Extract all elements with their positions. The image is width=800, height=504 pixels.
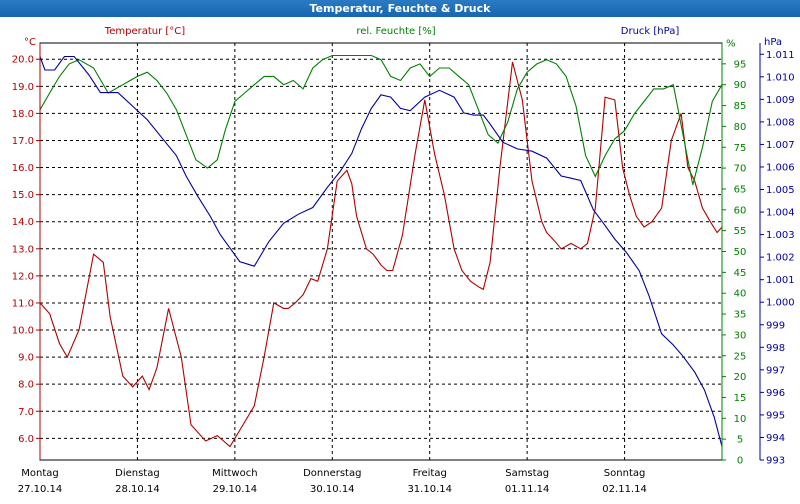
tick-label-humidity: 45	[734, 268, 747, 279]
tick-label-pressure: 1.007	[766, 140, 795, 151]
tick-label-humidity: 50	[734, 247, 747, 258]
x-tick-date: 30.10.14	[310, 484, 355, 495]
tick-label-humidity: 25	[734, 351, 747, 362]
tick-label-humidity: 90	[734, 80, 747, 91]
tick-label-pressure: 997	[766, 365, 785, 376]
tick-label-humidity: 75	[734, 143, 747, 154]
x-tick-date: 28.10.14	[115, 484, 160, 495]
tick-label-temperature: 16.0	[12, 163, 34, 174]
tick-label-humidity: 95	[734, 59, 747, 70]
tick-label-pressure: 1.001	[766, 275, 795, 286]
plot-area	[39, 42, 723, 461]
tick-label-pressure: 1.010	[766, 72, 795, 83]
tick-label-humidity: 35	[734, 310, 747, 321]
tick-label-pressure: 1.009	[766, 95, 795, 106]
series-layer	[39, 54, 723, 448]
tick-label-temperature: 7.0	[18, 407, 34, 418]
tick-label-pressure: 1.004	[766, 208, 795, 219]
legend-temp: Temperatur [°C]	[104, 26, 185, 37]
tick-label-pressure: 993	[766, 456, 785, 467]
x-tick-date: 01.11.14	[505, 484, 550, 495]
x-tick-date: 02.11.14	[602, 484, 647, 495]
tick-label-temperature: 19.0	[12, 82, 34, 93]
tick-label-humidity: 65	[734, 184, 747, 195]
tick-label-pressure: 996	[766, 388, 785, 399]
window-title: Temperatur, Feuchte & Druck	[0, 0, 800, 17]
x-tick-date: 31.10.14	[407, 484, 452, 495]
tick-label-temperature: 12.0	[12, 271, 34, 282]
x-tick-date: 27.10.14	[18, 484, 63, 495]
x-tick-day: Dienstag	[115, 468, 160, 479]
series-line-press	[39, 55, 723, 447]
tick-label-temperature: 20.0	[12, 55, 34, 66]
x-tick-day: Donnerstag	[303, 468, 361, 479]
legend-press: Druck [hPa]	[621, 26, 680, 37]
x-tick-day: Sonntag	[604, 468, 646, 479]
tick-label-temperature: 8.0	[18, 380, 34, 391]
tick-label-humidity: 20	[734, 372, 747, 383]
x-tick-date: 29.10.14	[213, 484, 258, 495]
legend-hum: rel. Feuchte [%]	[356, 26, 435, 37]
tick-label-pressure: 1.008	[766, 117, 795, 128]
series-line-temp	[39, 61, 723, 448]
tick-label-humidity: 0	[737, 456, 743, 467]
tick-label-temperature: 14.0	[12, 217, 34, 228]
tick-label-temperature: 18.0	[12, 109, 34, 120]
axis-unit-humidity: %	[726, 39, 736, 50]
tick-label-pressure: 1.000	[766, 298, 795, 309]
tick-label-pressure: 998	[766, 343, 785, 354]
tick-label-temperature: 17.0	[12, 136, 34, 147]
tick-label-temperature: 11.0	[12, 298, 34, 309]
tick-label-humidity: 70	[734, 164, 747, 175]
tick-label-humidity: 85	[734, 101, 747, 112]
axes	[36, 43, 764, 461]
x-tick-day: Mittwoch	[212, 468, 257, 479]
tick-label-pressure: 1.005	[766, 185, 795, 196]
tick-label-pressure: 995	[766, 410, 785, 421]
tick-label-temperature: 13.0	[12, 244, 34, 255]
chart-area: °C 20.0 19.0 18.0 17.0 16.0 15.0 14.0 13.0 12.0 11…	[0, 17, 800, 500]
tick-label-temperature: 9.0	[18, 353, 34, 364]
tick-label-humidity: 40	[734, 289, 747, 300]
x-tick-day: Freitag	[413, 468, 447, 479]
tick-label-temperature: 15.0	[12, 190, 34, 201]
tick-label-pressure: 1.006	[766, 162, 795, 173]
tick-label-pressure: 999	[766, 320, 785, 331]
x-tick-day: Montag	[21, 468, 58, 479]
tick-label-pressure: 1.011	[766, 50, 795, 61]
axis-unit-temperature: °C	[24, 37, 36, 48]
tick-label-pressure: 994	[766, 433, 785, 444]
tick-label-humidity: 30	[734, 330, 747, 341]
tick-label-humidity: 80	[734, 122, 747, 133]
tick-label-humidity: 5	[737, 435, 743, 446]
tick-label-humidity: 10	[734, 414, 747, 425]
tick-label-humidity: 15	[734, 393, 747, 404]
plot-frame	[39, 42, 723, 461]
tick-label-pressure: 1.003	[766, 230, 795, 241]
x-tick-day: Samstag	[505, 468, 549, 479]
tick-label-humidity: 55	[734, 226, 747, 237]
tick-label-humidity: 60	[734, 205, 747, 216]
weather-chart: °C 20.0 19.0 18.0 17.0 16.0 15.0 14.0 13.0 12.0 11…	[12, 26, 795, 495]
series-line-hum	[39, 54, 723, 185]
tick-label-pressure: 1.002	[766, 253, 795, 264]
axis-unit-pressure: hPa	[764, 37, 782, 48]
tick-label-temperature: 10.0	[12, 326, 34, 337]
axis-labels: °C 20.0 19.0 18.0 17.0 16.0 15.0 14.0 13.0 12.0 11…	[12, 26, 795, 495]
tick-label-temperature: 6.0	[18, 434, 34, 445]
